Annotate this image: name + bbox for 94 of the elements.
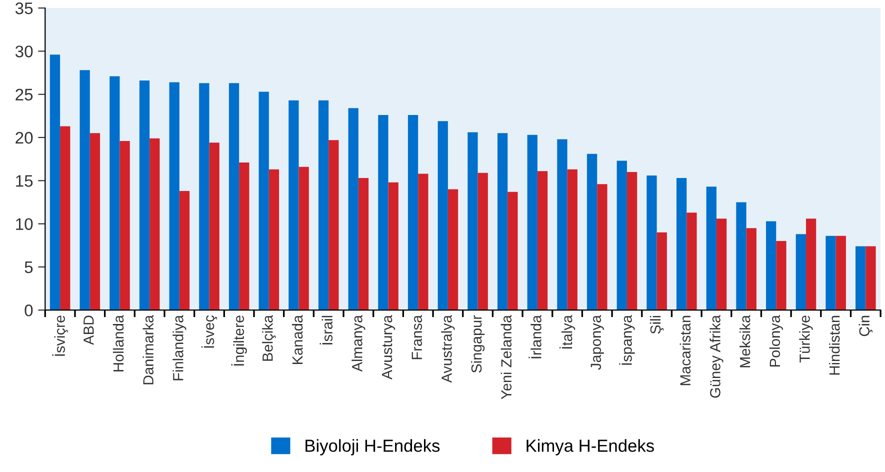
bar [179, 191, 190, 310]
bar [209, 142, 220, 310]
bar [348, 108, 358, 310]
x-tick-label: Polonya [769, 314, 783, 366]
bar [388, 182, 398, 310]
bar [806, 218, 816, 310]
bar [110, 76, 120, 310]
bar [676, 178, 687, 310]
y-tick-label: 15 [16, 175, 33, 187]
bar [597, 184, 608, 310]
bar [686, 212, 697, 310]
x-tick-label: Macaristan [680, 316, 691, 386]
bar [268, 169, 280, 310]
x-tick-label: Hollanda [112, 314, 124, 372]
x-tick-label: Avustralya [441, 314, 455, 383]
bar [527, 134, 538, 310]
x-tick-label: Finlandiya [172, 314, 186, 380]
x-tick-label: ABD [84, 316, 94, 345]
bar [616, 160, 627, 310]
x-tick-label: Meksika [740, 314, 750, 368]
y-tick-label: 0 [24, 304, 33, 316]
bar [478, 172, 488, 310]
bar [537, 171, 548, 310]
bar [836, 236, 846, 310]
x-tick-label: İngiltere [231, 316, 247, 366]
x-tick-label: Fransa [412, 314, 422, 360]
bar [656, 232, 667, 310]
x-tick-label: Şili [650, 316, 664, 334]
bar [288, 100, 299, 310]
bar [169, 82, 180, 310]
bar [378, 115, 388, 310]
x-tick-label: Hindistan [829, 316, 840, 375]
bar [646, 175, 657, 310]
bar [746, 228, 756, 310]
bar [557, 139, 568, 310]
x-tick-label: İtalya [559, 314, 576, 348]
x-tick-label: Türkiye [799, 316, 813, 362]
bar [508, 192, 518, 310]
x-tick-label: Danimarka [142, 314, 154, 384]
y-tick-label: 5 [24, 262, 33, 274]
bar [418, 174, 428, 310]
bar [448, 189, 458, 310]
x-tick-label: İsrail [320, 316, 333, 344]
bar [258, 92, 269, 310]
bar [358, 178, 369, 310]
x-tick-label: Almanya [352, 314, 366, 372]
x-tick-label: İsveç [201, 315, 218, 348]
x-tick-label: Japonya [590, 314, 604, 370]
y-tick-label: 10 [16, 218, 33, 230]
y-tick-label: 35 [15, 2, 33, 14]
legend-label: Biyoloji H-Endeks [306, 439, 440, 456]
bar [766, 221, 776, 310]
bar [716, 218, 727, 310]
x-tick-label: Singapur [470, 315, 485, 373]
x-tick-label: Kanada [292, 314, 303, 364]
bar [60, 126, 70, 310]
bar [408, 115, 418, 310]
bar [468, 132, 478, 310]
bar [328, 140, 339, 310]
bar [239, 162, 250, 310]
y-tick-label: 25 [16, 88, 33, 101]
x-tick-label: Avusturya [382, 314, 396, 380]
bar [856, 246, 866, 310]
bar [50, 54, 60, 310]
x-tick-label: Güney Afrika [710, 314, 724, 398]
bar [318, 100, 329, 310]
x-tick-label: Yeni Zelanda [500, 314, 512, 400]
x-tick-label: İspanya [619, 314, 635, 365]
bar [228, 83, 240, 310]
bar [150, 138, 160, 310]
x-tick-label: İsviçre [52, 316, 68, 356]
bar [586, 154, 598, 310]
bar [139, 80, 150, 310]
bar [298, 166, 309, 310]
bar [567, 169, 578, 310]
legend-label: Kimya H-Endeks [526, 439, 654, 456]
x-tick-label: Çin [858, 316, 872, 336]
bar [776, 241, 786, 310]
bar [438, 121, 448, 310]
bar [80, 70, 90, 310]
bar [736, 202, 746, 310]
y-tick-label: 20 [16, 132, 33, 144]
bar [626, 172, 638, 310]
bar [120, 140, 130, 310]
bar [199, 83, 210, 310]
bar [866, 246, 876, 310]
x-tick-label: İrlanda [528, 314, 542, 358]
y-tick-label: 30 [15, 46, 33, 58]
bar [706, 186, 716, 310]
bar [826, 236, 836, 310]
bar [796, 234, 806, 310]
bar [90, 133, 100, 310]
x-tick-label: Belçika [262, 314, 276, 361]
bar [497, 133, 508, 310]
